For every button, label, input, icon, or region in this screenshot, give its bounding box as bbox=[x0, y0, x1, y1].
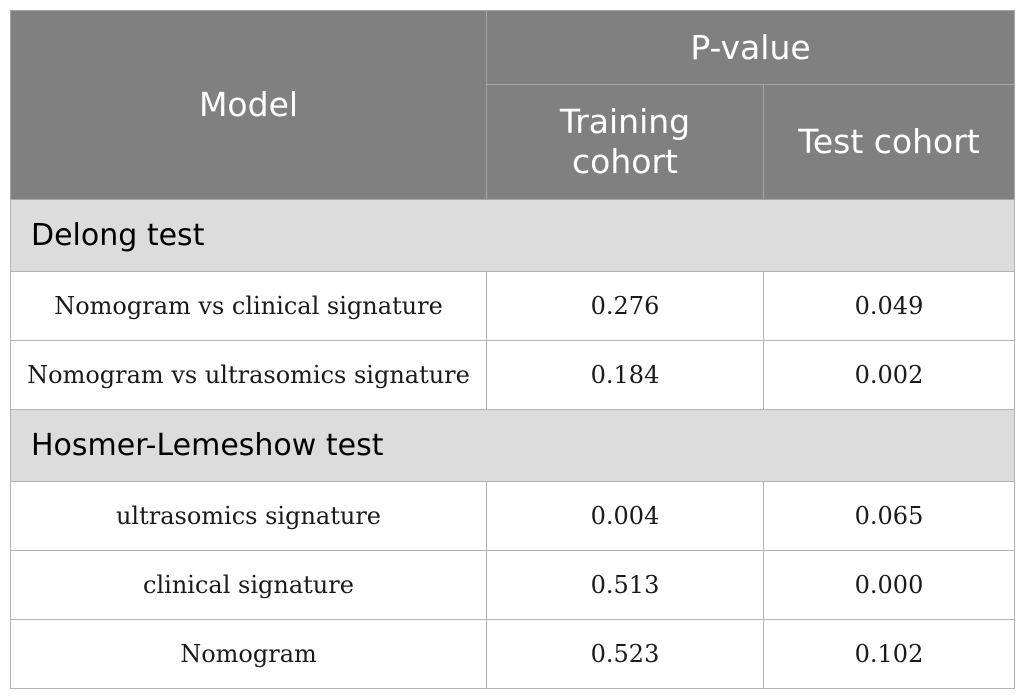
section-title-hosmer-lemeshow: Hosmer-Lemeshow test bbox=[10, 409, 1015, 482]
header-model: Model bbox=[10, 10, 487, 200]
pvalue-table: Model P-value Training cohort Test cohor… bbox=[10, 10, 1015, 689]
row-test-pvalue: 0.065 bbox=[763, 481, 1015, 551]
row-model: ultrasomics signature bbox=[10, 481, 487, 551]
table-row: Nomogram vs ultrasomics signature 0.184 … bbox=[10, 340, 1015, 410]
row-test-pvalue: 0.049 bbox=[763, 271, 1015, 341]
row-model: clinical signature bbox=[10, 550, 487, 620]
table-row: clinical signature 0.513 0.000 bbox=[10, 550, 1015, 620]
table-row: ultrasomics signature 0.004 0.065 bbox=[10, 481, 1015, 551]
header-test-cohort: Test cohort bbox=[763, 84, 1015, 200]
header-training-cohort: Training cohort bbox=[486, 84, 764, 200]
row-model: Nomogram vs ultrasomics signature bbox=[10, 340, 487, 410]
row-training-pvalue: 0.004 bbox=[486, 481, 764, 551]
row-training-pvalue: 0.276 bbox=[486, 271, 764, 341]
header-training-label: Training cohort bbox=[559, 102, 691, 181]
row-test-pvalue: 0.102 bbox=[763, 619, 1015, 689]
row-model: Nomogram vs clinical signature bbox=[10, 271, 487, 341]
row-test-pvalue: 0.000 bbox=[763, 550, 1015, 620]
header-pvalue: P-value bbox=[486, 10, 1015, 85]
row-test-pvalue: 0.002 bbox=[763, 340, 1015, 410]
row-training-pvalue: 0.523 bbox=[486, 619, 764, 689]
row-training-pvalue: 0.184 bbox=[486, 340, 764, 410]
row-training-pvalue: 0.513 bbox=[486, 550, 764, 620]
row-model: Nomogram bbox=[10, 619, 487, 689]
table-row: Nomogram 0.523 0.102 bbox=[10, 619, 1015, 689]
table-row: Nomogram vs clinical signature 0.276 0.0… bbox=[10, 271, 1015, 341]
section-title-delong: Delong test bbox=[10, 199, 1015, 272]
